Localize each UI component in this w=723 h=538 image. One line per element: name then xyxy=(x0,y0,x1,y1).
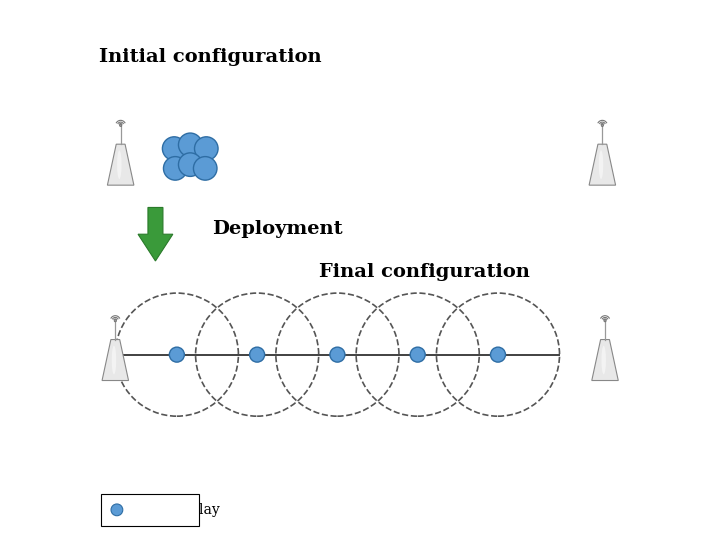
Circle shape xyxy=(194,157,217,180)
Circle shape xyxy=(163,137,186,160)
Circle shape xyxy=(601,124,604,126)
Ellipse shape xyxy=(117,150,121,179)
Circle shape xyxy=(179,153,202,176)
Circle shape xyxy=(169,347,184,362)
Ellipse shape xyxy=(602,346,606,374)
Circle shape xyxy=(249,347,265,362)
FancyArrow shape xyxy=(138,208,173,261)
Ellipse shape xyxy=(599,150,603,179)
Polygon shape xyxy=(589,144,615,185)
Circle shape xyxy=(114,320,116,322)
Text: Initial configuration: Initial configuration xyxy=(99,48,322,66)
Text: Mobile relay: Mobile relay xyxy=(132,503,220,517)
Polygon shape xyxy=(102,339,129,380)
Circle shape xyxy=(163,157,187,180)
Text: Final configuration: Final configuration xyxy=(319,263,529,281)
Ellipse shape xyxy=(112,346,116,374)
Circle shape xyxy=(330,347,345,362)
Circle shape xyxy=(111,504,123,516)
Circle shape xyxy=(490,347,505,362)
Circle shape xyxy=(604,320,606,322)
Text: Deployment: Deployment xyxy=(212,220,342,238)
Circle shape xyxy=(179,133,202,157)
Circle shape xyxy=(410,347,425,362)
Polygon shape xyxy=(592,339,618,380)
Circle shape xyxy=(194,137,218,160)
FancyBboxPatch shape xyxy=(100,494,200,526)
Circle shape xyxy=(119,124,122,126)
Polygon shape xyxy=(108,144,134,185)
